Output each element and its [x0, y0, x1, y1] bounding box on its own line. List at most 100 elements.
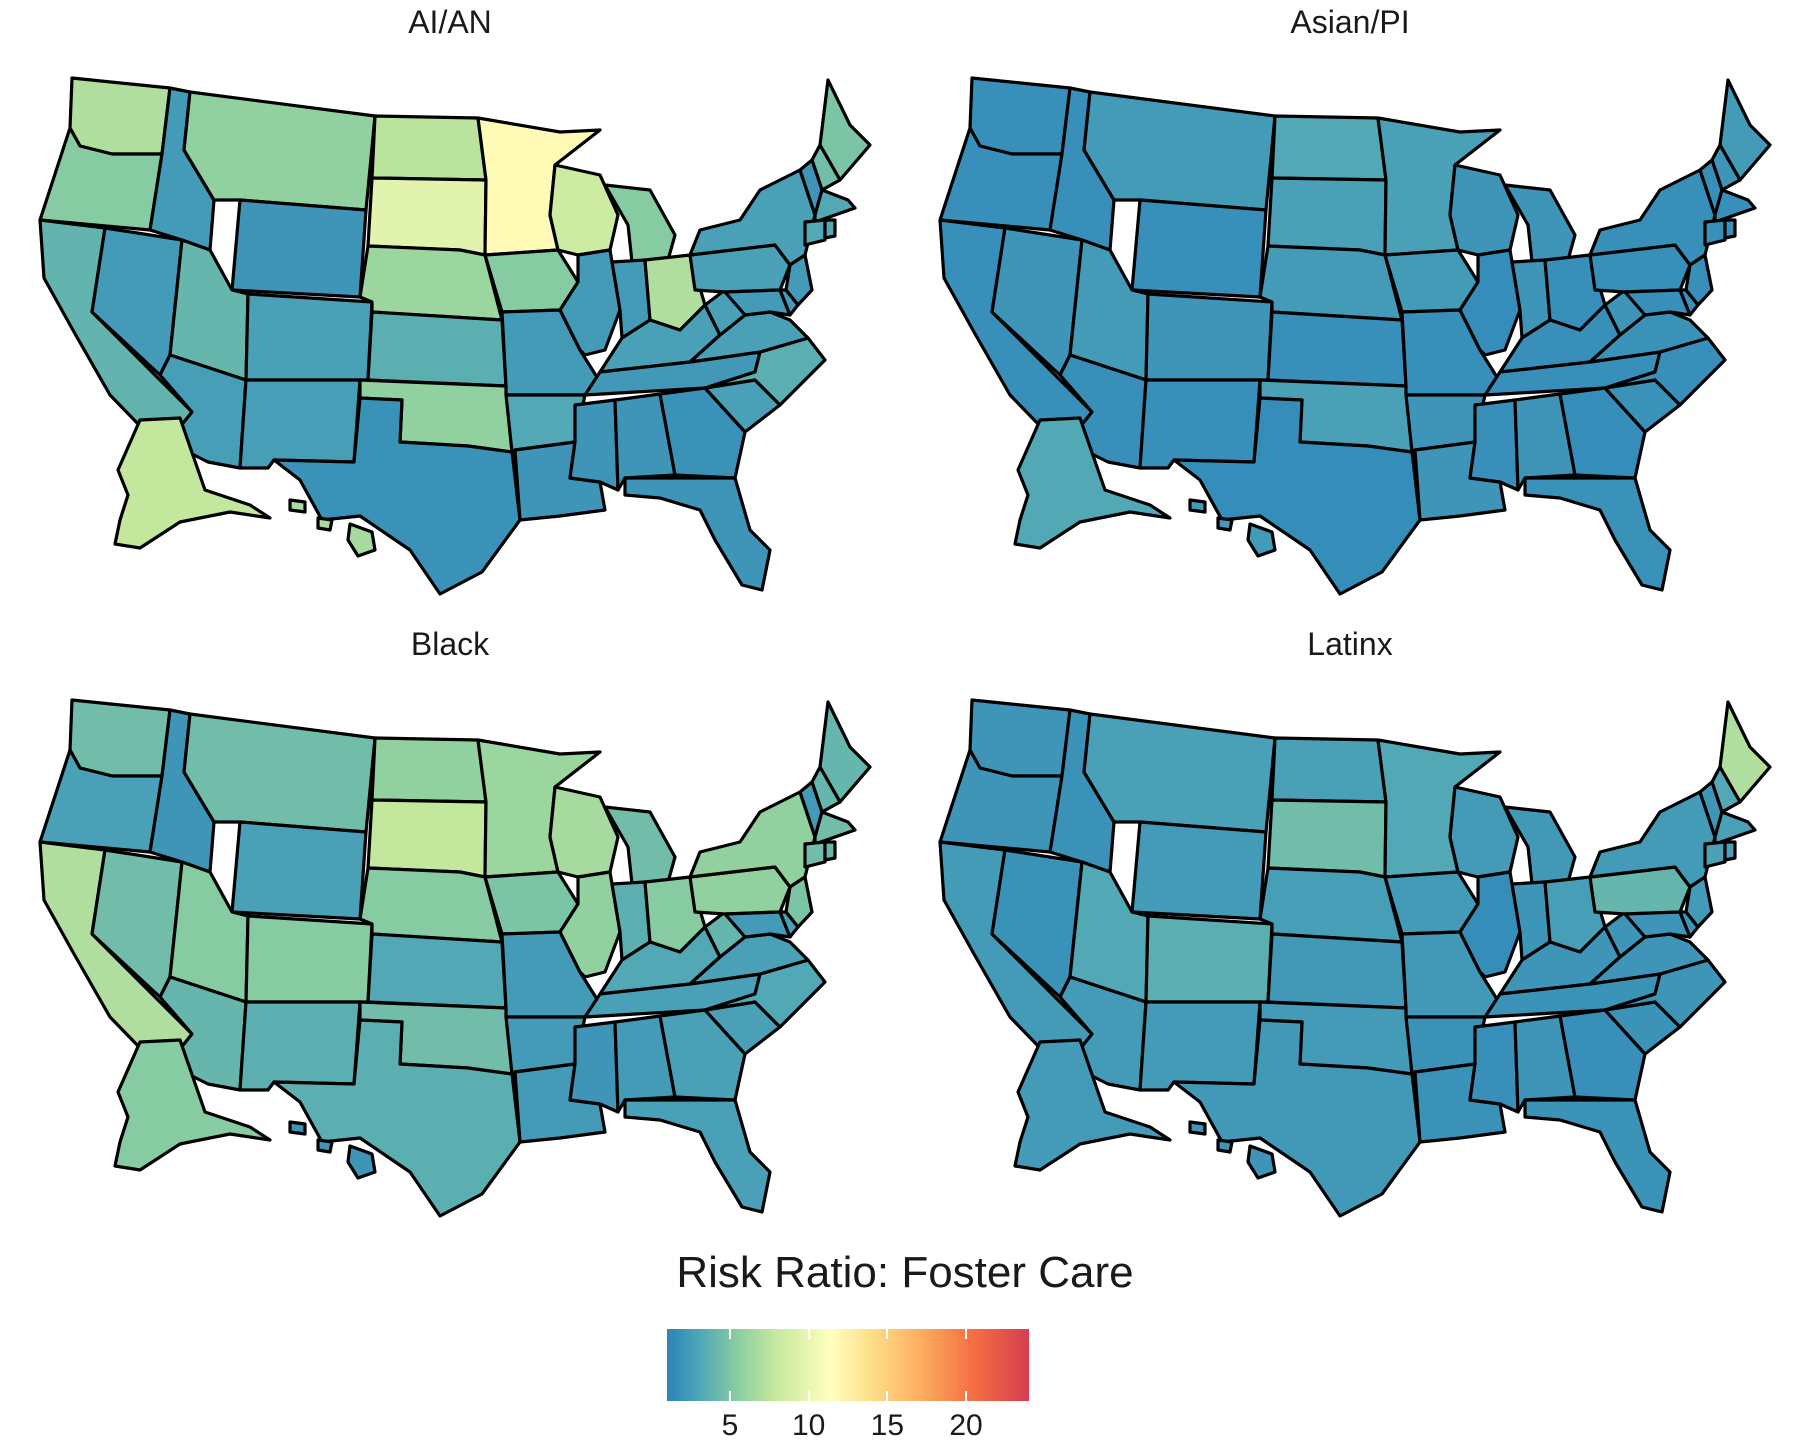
state-tx: [272, 396, 522, 596]
state-ms: [568, 1020, 620, 1114]
state-ma: [813, 810, 857, 846]
state-wy: [230, 820, 368, 921]
state-md: [1623, 910, 1692, 939]
state-ri: [1723, 218, 1737, 240]
state-ak: [1013, 416, 1172, 550]
state-nd: [370, 736, 488, 804]
panel-title: Latinx: [1307, 626, 1393, 662]
state-fl: [623, 1098, 772, 1214]
state-ct: [803, 840, 827, 869]
state-sd: [366, 176, 488, 257]
state-nc: [703, 958, 827, 1029]
state-wa: [68, 76, 172, 156]
state-ri: [823, 218, 837, 240]
legend-tick-label: 10: [791, 1409, 826, 1442]
state-ne: [1258, 866, 1404, 944]
state-fl: [1523, 1098, 1672, 1214]
state-sd: [1266, 176, 1388, 257]
state-mt: [1082, 90, 1277, 212]
state-ak: [113, 1038, 272, 1172]
state-co: [1144, 914, 1274, 1004]
state-hi: [1188, 498, 1277, 558]
legend-tick-label: 5: [721, 1409, 739, 1442]
state-nj: [784, 253, 814, 307]
state-mt: [1082, 712, 1277, 834]
state-wa: [968, 698, 1072, 778]
state-ct: [1703, 218, 1727, 247]
state-fl: [1523, 476, 1672, 592]
state-md: [723, 910, 792, 939]
state-nm: [1138, 1000, 1262, 1092]
state-sd: [1266, 798, 1388, 879]
legend-tick-label: 20: [949, 1409, 983, 1442]
state-wy: [1130, 198, 1268, 299]
state-tx: [1172, 396, 1422, 596]
state-hi: [1188, 1120, 1277, 1180]
legend-tick-label: 15: [870, 1409, 905, 1442]
panel-latinx: Latinx: [900, 622, 1800, 1242]
legend-tick: [807, 1329, 810, 1401]
us-map: [38, 76, 872, 596]
state-de: [778, 288, 800, 317]
state-me: [1718, 700, 1772, 804]
state-ms: [1468, 1020, 1520, 1114]
state-ct: [1703, 840, 1727, 869]
state-wy: [230, 198, 368, 299]
state-wa: [68, 698, 172, 778]
color-legend: Risk Ratio: Foster Care 5 10 15 20: [0, 1245, 1800, 1442]
state-me: [818, 78, 872, 182]
state-hi: [288, 1120, 377, 1180]
state-tx: [272, 1018, 522, 1218]
state-ma: [1713, 188, 1757, 224]
state-ks: [1266, 310, 1408, 388]
us-map: [38, 698, 872, 1218]
state-ri: [823, 840, 837, 862]
state-ne: [358, 866, 504, 944]
legend-tick: [728, 1329, 731, 1401]
state-md: [723, 288, 792, 317]
legend-tick: [886, 1329, 889, 1401]
state-wy: [1130, 820, 1268, 921]
state-ri: [1723, 840, 1737, 862]
legend-colorbar: 5 10 15 20: [667, 1329, 1029, 1442]
state-co: [244, 914, 374, 1004]
state-me: [1718, 78, 1772, 182]
state-nm: [238, 1000, 362, 1092]
panel-black: Black: [0, 622, 900, 1242]
state-ne: [358, 244, 504, 322]
state-ms: [568, 398, 620, 492]
state-wi: [548, 163, 620, 257]
state-ms: [1468, 398, 1520, 492]
state-ct: [803, 218, 827, 247]
state-hi: [288, 498, 377, 558]
state-nj: [784, 875, 814, 929]
state-nm: [1138, 378, 1262, 470]
state-de: [778, 910, 800, 939]
state-nd: [1270, 114, 1388, 182]
state-ne: [1258, 244, 1404, 322]
legend-title: Risk Ratio: Foster Care: [676, 1248, 1134, 1297]
us-map: [938, 698, 1772, 1218]
legend-tick: [965, 1329, 968, 1401]
state-de: [1678, 910, 1700, 939]
panel-title: Black: [410, 626, 490, 662]
state-wi: [1448, 785, 1520, 879]
state-ks: [366, 932, 508, 1010]
panel-title: Asian/PI: [1290, 4, 1410, 40]
state-wa: [968, 76, 1072, 156]
state-ma: [813, 188, 857, 224]
state-ks: [366, 310, 508, 388]
us-map: [938, 76, 1772, 596]
state-ak: [113, 416, 272, 550]
state-ks: [1266, 932, 1408, 1010]
panel-asian-pi: Asian/PI: [900, 0, 1800, 620]
state-me: [818, 700, 872, 804]
state-nc: [1603, 958, 1727, 1029]
state-ak: [1013, 1038, 1172, 1172]
panel-title: AI/AN: [408, 4, 492, 40]
state-nd: [370, 114, 488, 182]
state-nj: [1684, 875, 1714, 929]
state-wi: [548, 785, 620, 879]
state-mt: [182, 712, 377, 834]
state-mt: [182, 90, 377, 212]
